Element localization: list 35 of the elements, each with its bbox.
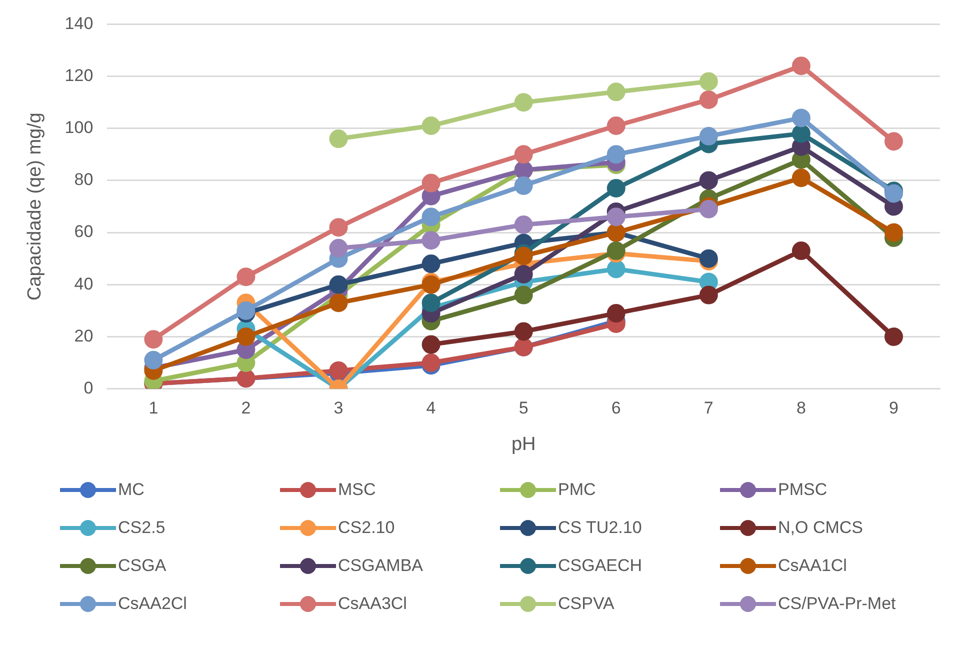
x-tick-label: 6 bbox=[611, 398, 621, 418]
legend-label: MSC bbox=[338, 480, 376, 500]
legend-label: CSGAMBA bbox=[338, 556, 424, 576]
legend-label: CS TU2.10 bbox=[558, 518, 642, 538]
x-tick-label: 1 bbox=[148, 398, 158, 418]
x-tick-label: 7 bbox=[704, 398, 714, 418]
x-axis-title: pH bbox=[511, 434, 536, 455]
legend-label: CSGA bbox=[118, 556, 166, 576]
legend-label: CS2.10 bbox=[338, 518, 395, 538]
legend-label: CSPVA bbox=[558, 594, 614, 614]
x-tick-label: 4 bbox=[426, 398, 436, 418]
y-tick-label: 0 bbox=[84, 378, 94, 398]
y-tick-label: 60 bbox=[74, 222, 94, 242]
legend-label: CsAA2Cl bbox=[118, 594, 187, 614]
legend-label: MC bbox=[118, 480, 144, 500]
x-tick-label: 9 bbox=[888, 398, 898, 418]
x-tick-label: 8 bbox=[796, 398, 806, 418]
x-tick-label: 5 bbox=[518, 398, 528, 418]
legend-label: CS/PVA-Pr-Met bbox=[778, 594, 896, 614]
x-tick-label: 3 bbox=[334, 398, 344, 418]
y-tick-label: 100 bbox=[64, 118, 94, 138]
x-tick-label: 2 bbox=[241, 398, 251, 418]
y-tick-label: 80 bbox=[74, 170, 94, 190]
y-tick-label: 120 bbox=[64, 66, 94, 85]
legend-label: CsAA1Cl bbox=[778, 556, 847, 576]
y-tick-label: 20 bbox=[74, 326, 94, 346]
y-axis-title: Capacidade (qe) mg/g bbox=[24, 112, 46, 300]
legend-label: PMSC bbox=[778, 480, 828, 500]
legend-label: CsAA3Cl bbox=[338, 594, 407, 614]
legend-label: CS2.5 bbox=[118, 518, 166, 538]
legend-label: PMC bbox=[558, 480, 596, 500]
y-tick-label: 140 bbox=[64, 14, 94, 33]
legend-label: CSGAECH bbox=[558, 556, 642, 576]
y-tick-label: 40 bbox=[74, 274, 94, 294]
legend-label: N,O CMCS bbox=[778, 518, 863, 538]
